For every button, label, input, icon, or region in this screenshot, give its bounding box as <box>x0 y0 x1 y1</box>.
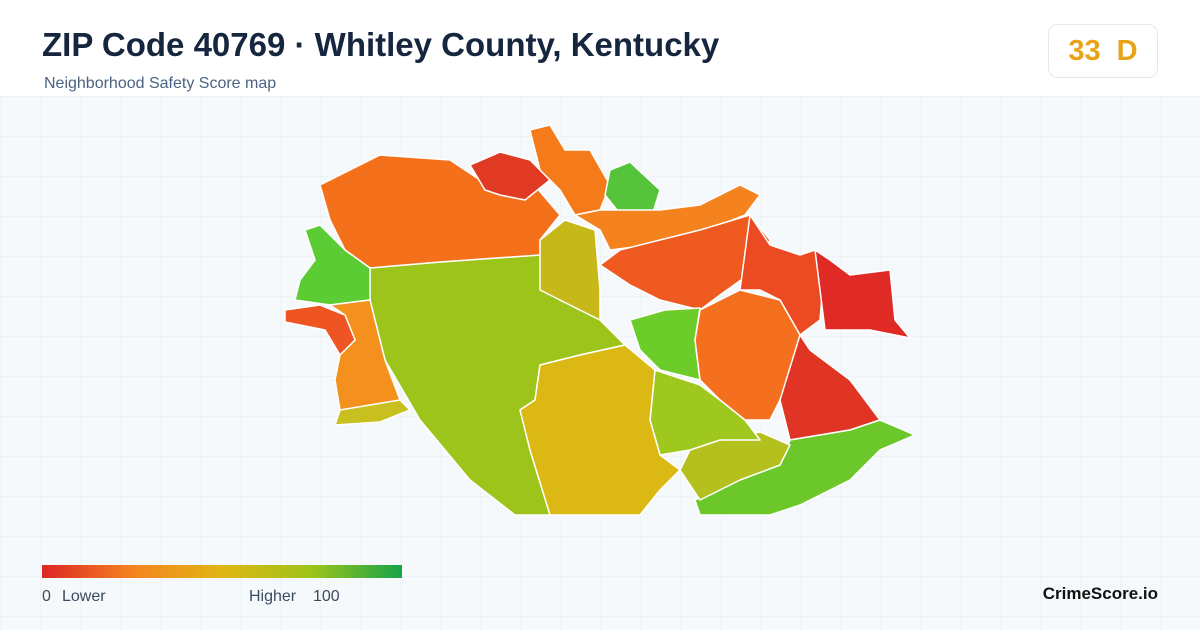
legend-low-label: Lower <box>62 588 106 605</box>
brand: CrimeScore.io <box>1042 584 1158 603</box>
title: ZIP Code 40769 · Whitley County, Kentuck… <box>42 26 720 63</box>
region <box>574 184 761 251</box>
grade: D <box>1116 34 1138 67</box>
region <box>814 249 911 339</box>
region <box>739 214 826 336</box>
legend-min: 0 <box>42 588 51 605</box>
legend-max: 100 <box>313 588 340 605</box>
score: 33 <box>1068 34 1101 67</box>
region <box>334 399 411 426</box>
subtitle: Neighborhood Safety Score map <box>44 75 277 92</box>
region <box>469 151 551 201</box>
region <box>519 344 681 516</box>
zip-map <box>284 124 916 516</box>
region <box>539 219 601 321</box>
legend-gradient <box>42 565 402 578</box>
region <box>529 124 611 216</box>
region <box>694 289 801 421</box>
score-badge: 33 D <box>1048 24 1158 78</box>
legend-high-label: Higher <box>249 588 297 605</box>
region <box>284 304 356 356</box>
